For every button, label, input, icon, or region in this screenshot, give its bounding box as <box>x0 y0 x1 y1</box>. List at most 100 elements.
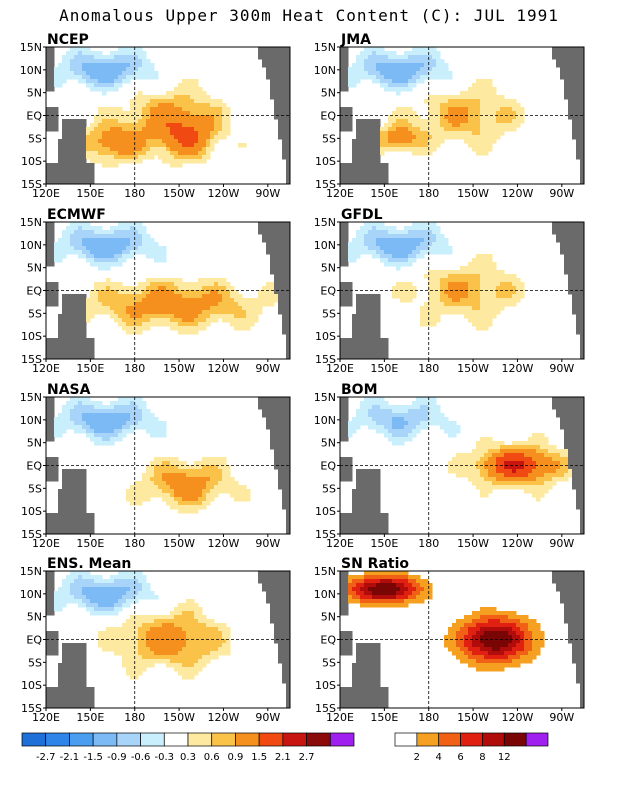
field-cell <box>194 99 199 104</box>
land-cell <box>580 322 584 327</box>
field-cell <box>190 318 195 323</box>
land-cell <box>376 342 381 347</box>
field-cell <box>90 294 95 299</box>
field-cell <box>114 286 119 291</box>
land-cell <box>384 350 389 355</box>
land-cell <box>70 493 75 498</box>
land-cell <box>70 171 75 176</box>
field-cell <box>234 318 239 323</box>
field-cell <box>392 131 397 136</box>
field-cell <box>122 425 127 430</box>
field-cell <box>106 242 111 247</box>
field-cell <box>78 55 83 60</box>
field-cell <box>110 290 115 295</box>
field-cell <box>146 131 151 136</box>
field-cell <box>400 294 405 299</box>
field-cell <box>178 155 183 160</box>
field-cell <box>146 465 151 470</box>
land-cell <box>576 286 581 291</box>
land-cell <box>270 397 275 402</box>
field-cell <box>190 509 195 514</box>
land-cell <box>46 401 51 406</box>
field-cell <box>392 290 397 295</box>
field-cell <box>420 397 425 402</box>
x-tick-label: 90W <box>255 187 280 200</box>
field-cell <box>492 274 497 279</box>
field-cell <box>440 115 445 120</box>
field-cell <box>166 143 171 148</box>
land-cell <box>368 151 373 156</box>
land-cell <box>66 139 71 144</box>
land-cell <box>572 294 577 299</box>
field-cell <box>460 302 465 307</box>
field-cell <box>122 413 127 418</box>
field-cell <box>448 95 453 100</box>
land-cell <box>274 107 279 112</box>
field-cell <box>468 298 473 303</box>
field-cell <box>468 127 473 132</box>
land-cell <box>274 445 279 450</box>
field-cell <box>122 306 127 311</box>
field-cell <box>372 401 377 406</box>
land-cell <box>580 274 584 279</box>
field-cell <box>82 254 87 259</box>
land-cell <box>564 405 569 410</box>
field-cell <box>102 230 107 235</box>
field-cell <box>106 115 111 120</box>
field-cell <box>174 298 179 303</box>
field-cell <box>182 286 187 291</box>
land-cell <box>580 55 584 60</box>
field-cell <box>190 115 195 120</box>
land-cell <box>266 234 271 239</box>
field-cell <box>400 254 405 259</box>
field-cell <box>210 119 215 124</box>
field-cell <box>424 318 429 323</box>
field-cell <box>110 107 115 112</box>
field-cell <box>396 127 401 132</box>
field-cell <box>146 147 151 152</box>
field-cell <box>106 258 111 263</box>
land-cell <box>372 322 377 327</box>
field-cell <box>182 298 187 303</box>
field-cell <box>74 51 79 56</box>
field-cell <box>484 294 489 299</box>
field-cell <box>86 310 91 315</box>
field-cell <box>396 71 401 76</box>
x-tick-label: 120E <box>32 362 60 375</box>
land-cell <box>270 63 275 68</box>
field-cell <box>428 397 433 402</box>
land-cell <box>70 159 75 164</box>
field-cell <box>424 409 429 414</box>
field-cell <box>480 95 485 100</box>
land-cell <box>356 123 361 128</box>
land-cell <box>286 226 290 231</box>
field-cell <box>416 119 421 124</box>
y-tick-label: 10N <box>20 414 42 427</box>
field-cell <box>508 111 513 116</box>
field-cell <box>408 75 413 80</box>
land-cell <box>54 342 59 347</box>
field-cell <box>388 79 393 84</box>
field-cell <box>94 79 99 84</box>
field-cell <box>500 123 505 128</box>
field-cell <box>150 425 155 430</box>
field-cell <box>432 274 437 279</box>
field-cell <box>428 127 433 132</box>
field-cell <box>226 298 231 303</box>
land-cell <box>270 417 275 422</box>
field-cell <box>158 302 163 307</box>
land-cell <box>344 238 349 243</box>
field-cell <box>420 222 425 227</box>
field-cell <box>376 226 381 231</box>
land-cell <box>340 282 345 287</box>
field-cell <box>480 135 485 140</box>
field-cell <box>412 238 417 243</box>
field-cell <box>242 310 247 315</box>
field-cell <box>432 278 437 283</box>
field-cell <box>158 147 163 152</box>
field-cell <box>496 310 501 315</box>
field-cell <box>122 417 127 422</box>
field-cell <box>388 405 393 410</box>
land-cell <box>46 250 51 255</box>
field-cell <box>424 151 429 156</box>
